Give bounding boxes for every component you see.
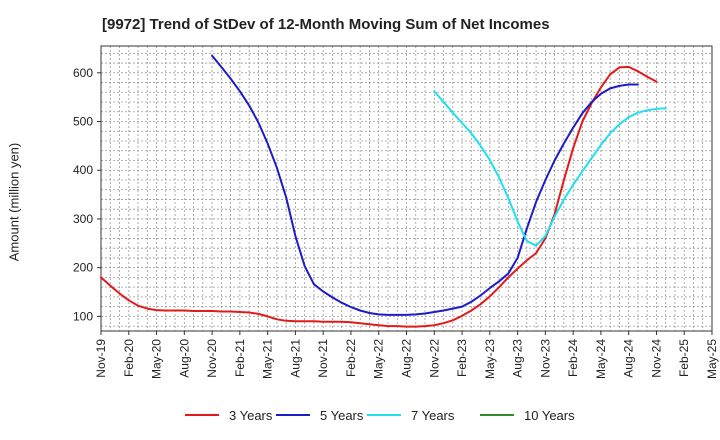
legend-item: 3 Years (185, 405, 272, 425)
x-tick-label: Aug-20 (177, 339, 191, 378)
x-tick-label: May-23 (483, 339, 497, 379)
legend-swatch (276, 414, 310, 416)
y-tick-label: 100 (73, 309, 93, 323)
x-tick-label: May-21 (261, 339, 275, 379)
series-line-5-years (211, 54, 639, 316)
y-tick-label: 300 (73, 212, 93, 226)
legend-swatch (367, 414, 401, 416)
legend-label: 3 Years (229, 407, 273, 423)
x-tick-label: Nov-19 (94, 339, 108, 378)
y-tick-label: 200 (73, 261, 93, 275)
x-tick-label: Aug-22 (400, 339, 414, 378)
x-tick-label: May-22 (372, 339, 386, 379)
legend-label: 10 Years (524, 407, 575, 423)
x-tick-label: Feb-22 (344, 339, 358, 377)
x-tick-label: Aug-21 (288, 339, 302, 378)
series-line-7-years (433, 90, 667, 247)
y-tick-label: 500 (73, 115, 93, 129)
legend-label: 7 Years (411, 407, 455, 423)
x-tick-label: May-25 (705, 339, 719, 379)
x-tick-label: Feb-20 (122, 339, 136, 377)
x-tick-label: Nov-21 (316, 339, 330, 378)
x-tick-label: Feb-21 (233, 339, 247, 377)
legend-swatch (480, 414, 514, 416)
x-tick-label: Nov-22 (427, 339, 441, 378)
y-tick-label: 400 (73, 163, 93, 177)
x-tick-label: May-24 (594, 339, 608, 379)
x-tick-label: Feb-24 (566, 339, 580, 377)
x-tick-label: Nov-23 (538, 339, 552, 378)
legend-item: 5 Years (276, 405, 363, 425)
chart-title: [9972] Trend of StDev of 12-Month Moving… (102, 16, 550, 33)
chart-legend: 3 Years 5 Years 7 Years 10 Years (0, 405, 720, 425)
x-tick-label: Nov-20 (205, 339, 219, 378)
x-tick-label: Feb-23 (455, 339, 469, 377)
plot-area (101, 46, 712, 331)
legend-item: 7 Years (367, 405, 454, 425)
x-tick-label: May-20 (150, 339, 164, 379)
series-line-3-years (100, 65, 658, 328)
x-tick-label: Aug-24 (622, 339, 636, 378)
x-tick-label: Aug-23 (511, 339, 525, 378)
legend-swatch (185, 414, 219, 416)
legend-item: 10 Years (480, 405, 575, 425)
x-tick-label: Nov-24 (649, 339, 663, 378)
y-tick-label: 600 (73, 66, 93, 80)
legend-label: 5 Years (320, 407, 364, 423)
x-tick-label: Feb-25 (677, 339, 691, 377)
